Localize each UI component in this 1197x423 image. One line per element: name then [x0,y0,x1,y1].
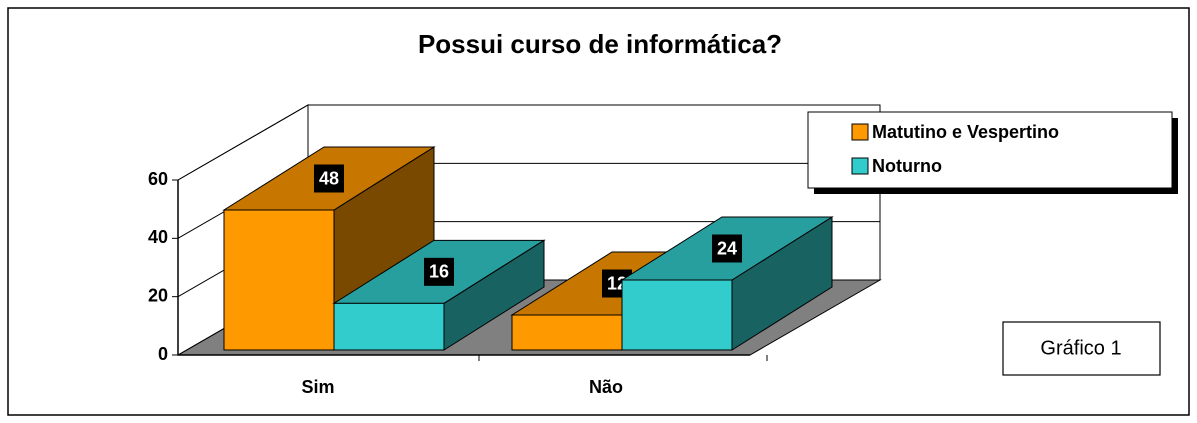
legend-swatch [851,123,869,141]
bar-front [511,314,623,351]
legend-swatch [851,157,869,175]
data-label-box [424,257,454,286]
y-tick-label: 60 [148,169,168,189]
bar-front [333,302,445,351]
data-label: 24 [717,238,737,258]
x-tick-label: Não [589,377,623,397]
data-label: 16 [429,262,449,282]
data-label-box [712,234,742,263]
chart-title: Possui curso de informática? [418,29,782,59]
annotation: Gráfico 1 [1040,337,1121,359]
data-label: 48 [319,168,339,188]
y-tick-label: 20 [148,285,168,305]
bar-front [223,209,335,351]
data-label-box [314,164,344,193]
legend-label: Matutino e Vespertino [872,122,1059,142]
grid-line [177,104,880,181]
legend-label: Noturno [872,156,942,176]
y-tick-label: 0 [158,344,168,364]
x-tick-label: Sim [301,377,334,397]
legend [807,111,1173,189]
bar-front [621,279,733,351]
y-tick-label: 40 [148,227,168,247]
annotation-box [1002,321,1161,376]
